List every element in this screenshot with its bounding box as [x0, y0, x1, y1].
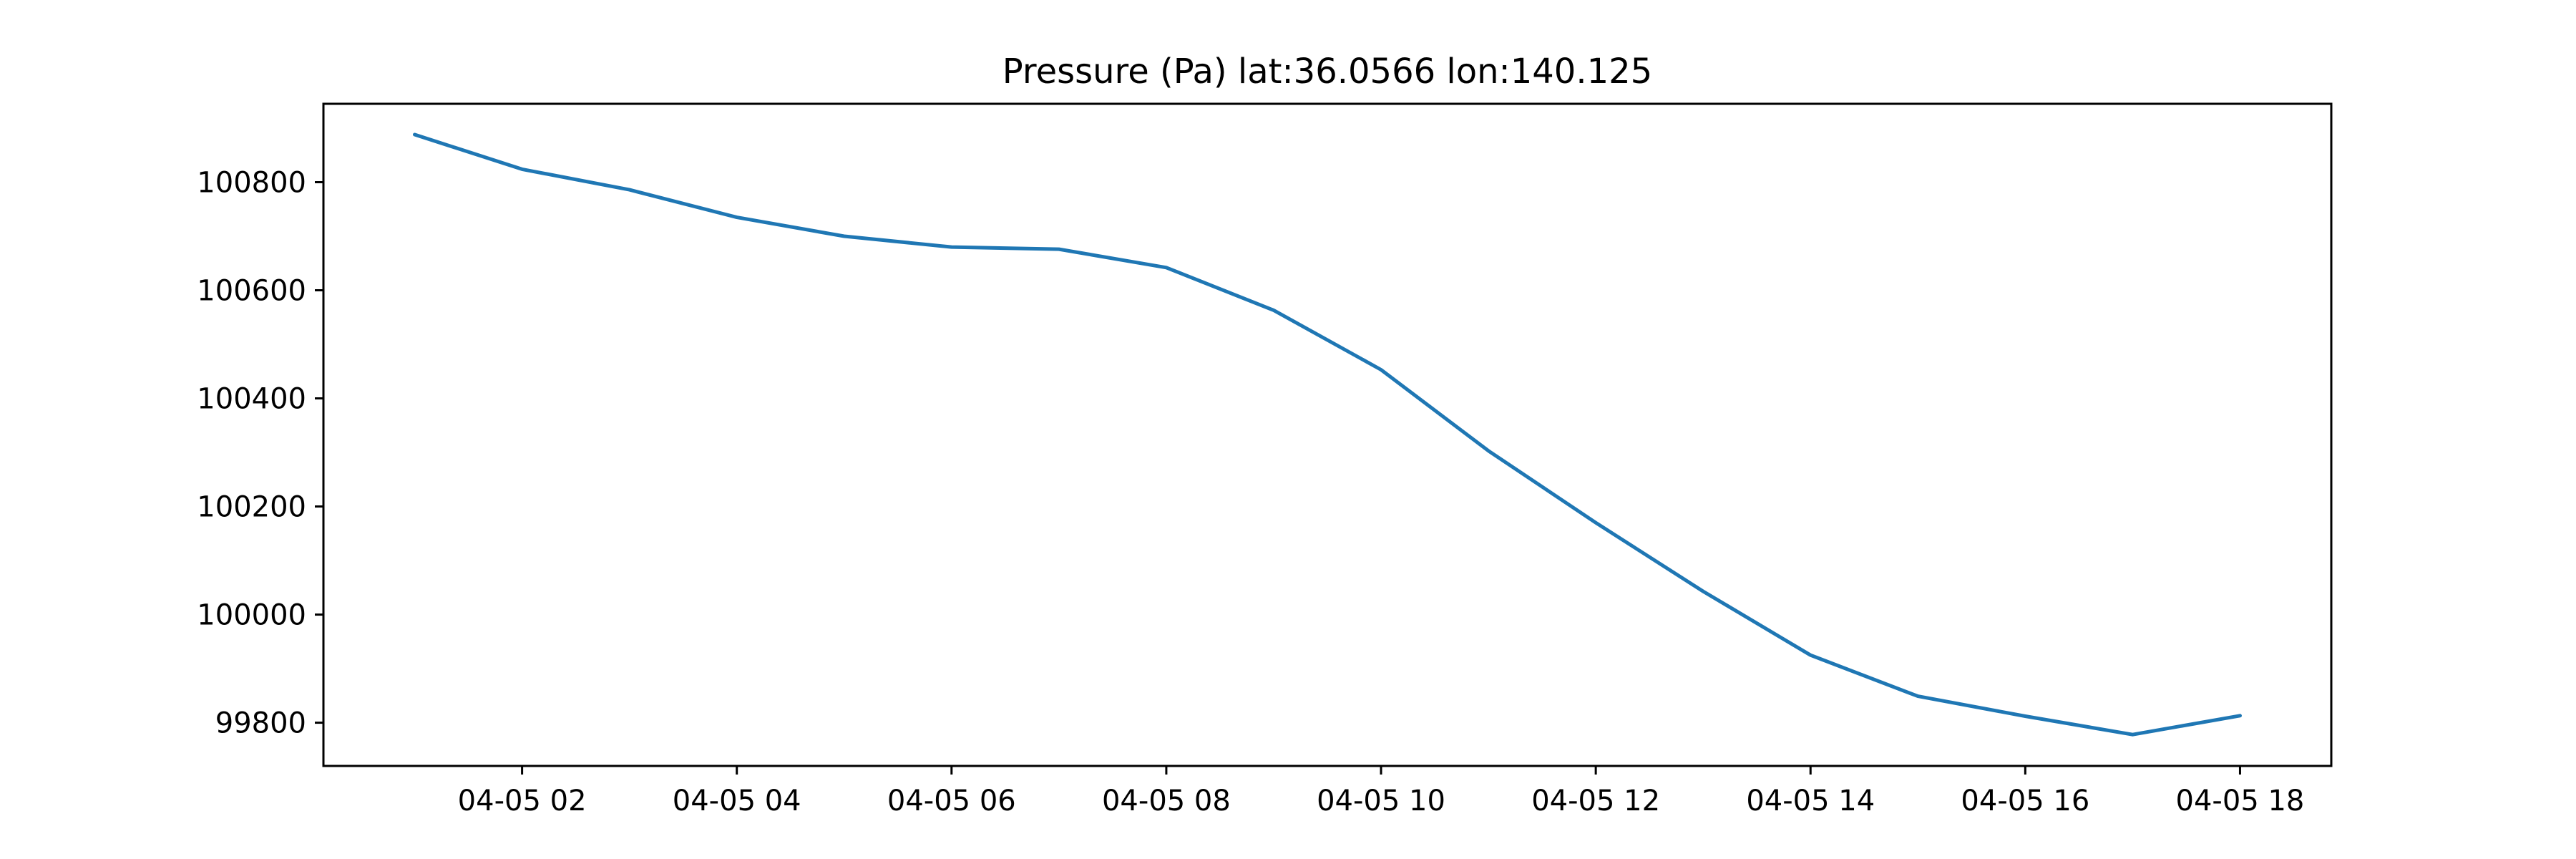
- y-tick-label: 100000: [197, 599, 306, 632]
- x-tick-label: 04-05 10: [1317, 785, 1445, 817]
- x-tick-label: 04-05 12: [1531, 785, 1660, 817]
- x-tick-label: 04-05 02: [458, 785, 587, 817]
- y-tick-label: 100600: [197, 275, 306, 308]
- x-tick-label: 04-05 04: [673, 785, 801, 817]
- y-tick-label: 100400: [197, 383, 306, 416]
- x-tick-label: 04-05 14: [1746, 785, 1875, 817]
- y-tick-label: 99800: [215, 707, 306, 740]
- plot-area: [322, 102, 2333, 767]
- x-tick-label: 04-05 16: [1961, 785, 2089, 817]
- x-tick-label: 04-05 18: [2176, 785, 2305, 817]
- x-tick-label: 04-05 08: [1102, 785, 1231, 817]
- y-axis: 99800 100000 100200 100400 100600 100800: [197, 166, 323, 740]
- y-tick-label: 100800: [197, 166, 306, 199]
- series-line: [413, 132, 2242, 737]
- y-tick-label: 100200: [197, 491, 306, 524]
- x-axis: 04-05 02 04-05 04 04-05 06 04-05 08 04-05 10…: [458, 766, 2305, 817]
- chart-title: Pressure (Pa) lat:36.0566 lon:140.125: [1002, 52, 1652, 92]
- x-tick-label: 04-05 06: [887, 785, 1016, 817]
